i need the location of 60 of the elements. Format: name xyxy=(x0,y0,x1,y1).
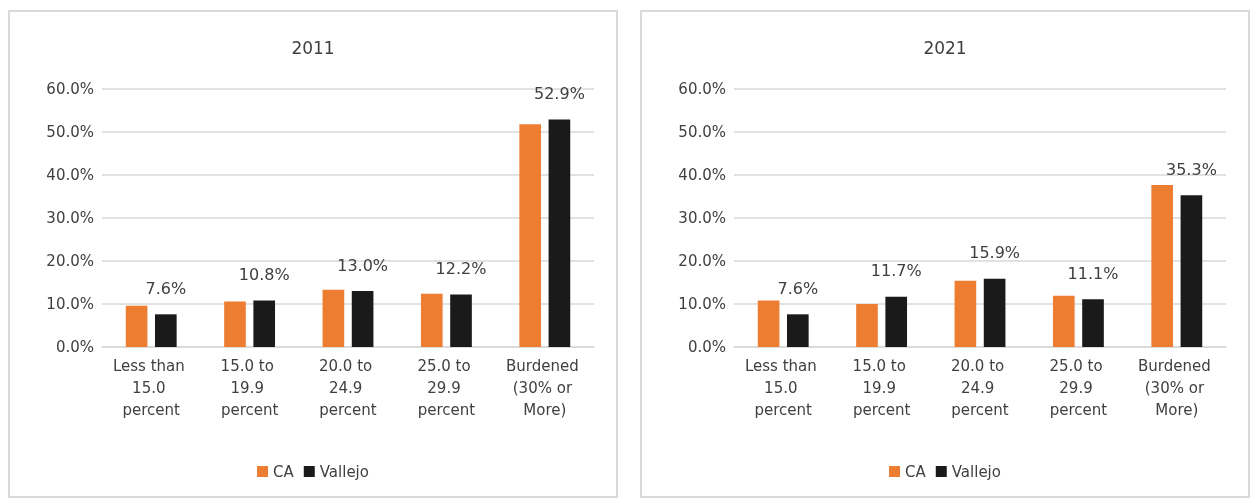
bar xyxy=(351,291,374,347)
legend-label: Vallejo xyxy=(951,462,1001,481)
bar xyxy=(1151,184,1174,347)
data-label: 52.9% xyxy=(534,84,585,104)
y-tick-label: 60.0% xyxy=(678,80,726,98)
bar xyxy=(757,300,780,347)
data-label: 10.8% xyxy=(238,265,290,285)
chart-title: 2021 xyxy=(923,37,967,58)
legend-label: Vallejo xyxy=(319,462,369,481)
bar xyxy=(1082,299,1104,347)
bar xyxy=(224,301,246,347)
y-tick-label: 10.0% xyxy=(678,295,726,313)
x-tick-label: 20.0 to 24.9 percent xyxy=(319,357,377,419)
y-tick-label: 40.0% xyxy=(46,166,94,184)
y-tick-label: 30.0% xyxy=(678,209,726,227)
data-label: 7.6% xyxy=(777,278,819,298)
bar xyxy=(154,314,177,347)
bar xyxy=(1180,195,1203,347)
bar xyxy=(420,293,443,347)
y-tick-label: 40.0% xyxy=(678,166,726,184)
data-label: 35.3% xyxy=(1166,159,1217,179)
bar xyxy=(885,296,908,347)
x-tick-label: Burdened (30% or More) xyxy=(506,357,584,419)
chart-title: 2011 xyxy=(291,37,335,58)
x-tick-label: Less than 15.0 percent xyxy=(112,357,190,419)
data-label: 11.7% xyxy=(870,261,922,281)
bar xyxy=(1052,295,1075,347)
data-label: 12.2% xyxy=(435,259,487,279)
x-tick-label: 20.0 to 24.9 percent xyxy=(951,357,1009,419)
bar xyxy=(548,119,571,347)
x-tick-label: 15.0 to 19.9 percent xyxy=(852,357,911,419)
data-label: 15.9% xyxy=(969,243,1021,263)
y-tick-label: 50.0% xyxy=(46,123,94,141)
x-tick-label: 15.0 to 19.9 percent xyxy=(220,357,279,419)
y-tick-label: 20.0% xyxy=(46,252,94,270)
bar xyxy=(954,280,977,347)
x-tick-label: 25.0 to 29.9 percent xyxy=(417,357,476,419)
bar xyxy=(856,304,878,347)
x-tick-label: Burdened (30% or More) xyxy=(1138,357,1216,419)
x-tick-label: 25.0 to 29.9 percent xyxy=(1049,357,1108,419)
y-tick-label: 0.0% xyxy=(55,338,94,356)
y-tick-label: 20.0% xyxy=(678,252,726,270)
y-tick-label: 60.0% xyxy=(46,80,94,98)
bar xyxy=(322,289,345,347)
bar xyxy=(519,124,542,347)
data-label: 7.6% xyxy=(145,278,187,298)
x-tick-label: Less than 15.0 percent xyxy=(744,357,822,419)
y-tick-label: 0.0% xyxy=(687,338,726,356)
bar xyxy=(450,294,472,347)
bar xyxy=(786,314,809,347)
data-label: 11.1% xyxy=(1067,263,1119,283)
legend-label: CA xyxy=(905,462,927,481)
y-tick-label: 10.0% xyxy=(46,295,94,313)
legend-label: CA xyxy=(273,462,295,481)
bar xyxy=(983,278,1006,347)
y-tick-label: 50.0% xyxy=(678,123,726,141)
bar xyxy=(253,300,276,347)
y-tick-label: 30.0% xyxy=(46,209,94,227)
data-label: 13.0% xyxy=(337,255,389,275)
bar xyxy=(125,305,148,347)
